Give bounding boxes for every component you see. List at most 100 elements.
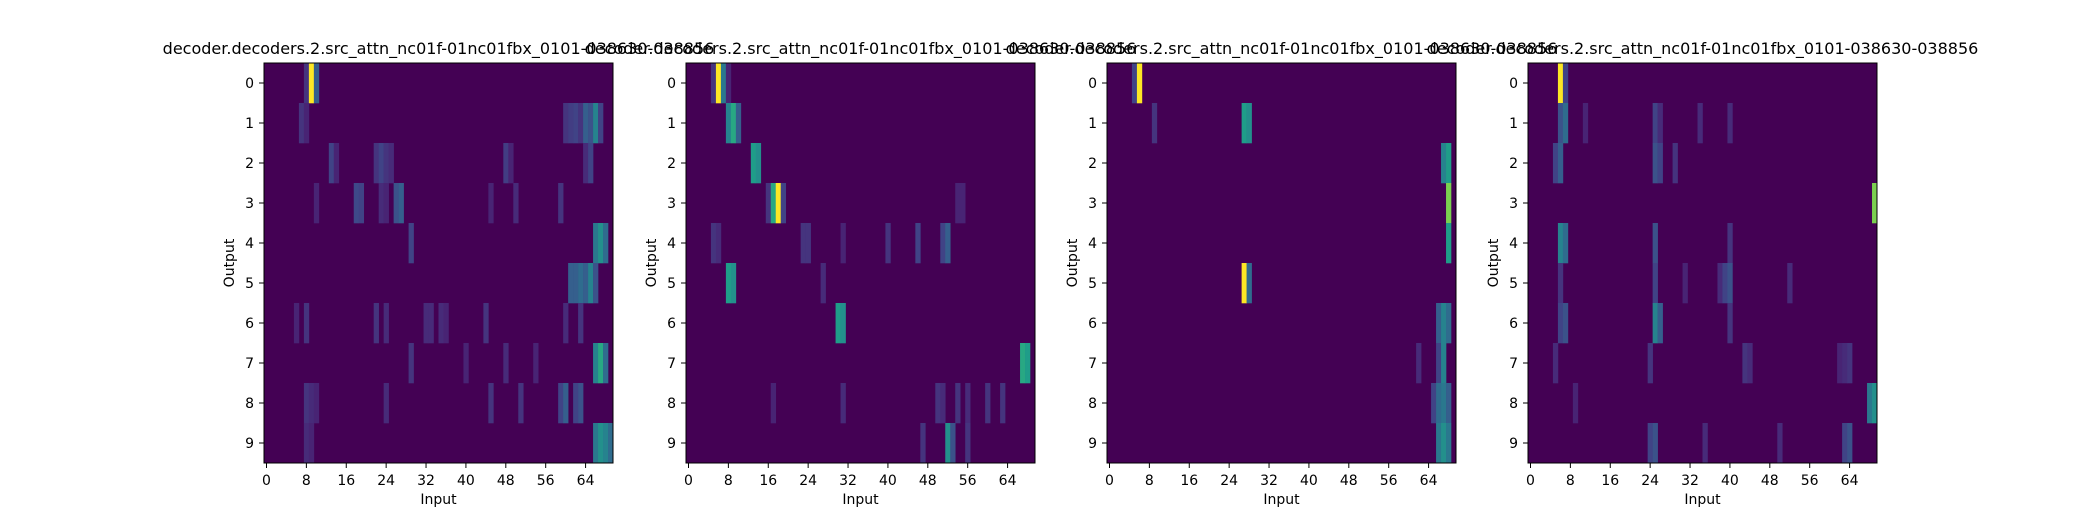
x-tick-label: 48: [497, 473, 515, 489]
y-tick-label: 4: [245, 236, 254, 252]
x-tick-label: 32: [1260, 473, 1278, 489]
x-tick-label: 24: [1641, 473, 1659, 489]
y-axis-label: Output: [1065, 238, 1081, 287]
heatmap-cell: [408, 223, 414, 264]
heatmap-cell: [378, 143, 384, 184]
heatmap-cell: [1000, 383, 1006, 424]
x-tick-label: 32: [839, 473, 857, 489]
heatmap-cell: [1657, 143, 1663, 184]
heatmap-cell: [1562, 103, 1569, 144]
heatmap-cell: [835, 303, 841, 344]
heatmap-cell: [1446, 223, 1452, 264]
heatmap-cell: [423, 303, 429, 344]
heatmap-cell: [573, 383, 579, 424]
y-tick-label: 8: [1509, 396, 1518, 412]
heatmap-cell: [1747, 343, 1753, 384]
chart-title: decoder.decoders.2.src_attn_nc01f-01nc01…: [585, 39, 1137, 59]
heatmap-cell: [313, 383, 320, 424]
heatmap-cell: [598, 103, 604, 144]
plot-frame: [685, 62, 1036, 464]
heatmap-cell: [730, 103, 737, 144]
heatmap-cell: [583, 263, 589, 304]
heatmap-cell: [945, 223, 951, 264]
y-tick-label: 4: [1509, 236, 1518, 252]
x-axis-label: Input: [420, 492, 457, 508]
heatmap-panel-4: decoder.decoders.2.src_attn_nc01f-01nc01…: [1427, 39, 1979, 508]
heatmap-cell: [1657, 103, 1663, 144]
heatmap-cell: [935, 383, 941, 424]
heatmap-cell: [313, 63, 320, 104]
x-tick-label: 56: [537, 473, 555, 489]
heatmap-panel-1: decoder.decoders.2.src_attn_nc01f-01nc01…: [163, 39, 715, 508]
heatmap-cell: [775, 183, 782, 224]
heatmap-cell: [313, 183, 320, 224]
heatmap-panel-3: decoder.decoders.2.src_attn_nc01f-01nc01…: [1006, 39, 1558, 508]
y-tick-label: 1: [1509, 116, 1518, 132]
heatmap-cell: [720, 63, 727, 104]
heatmap-cell: [1842, 343, 1848, 384]
y-tick-label: 5: [1088, 276, 1097, 292]
y-tick-label: 0: [667, 76, 676, 92]
heatmap-cell: [1436, 343, 1442, 384]
heatmap-cell: [398, 183, 404, 224]
y-tick-label: 3: [245, 196, 254, 212]
heatmap-cell: [1872, 183, 1878, 224]
heatmap-cell: [1441, 303, 1447, 344]
heatmap-cell: [583, 103, 589, 144]
x-axis-label: Input: [1263, 492, 1300, 508]
x-tick-label: 56: [1801, 473, 1819, 489]
x-axis-label: Input: [1684, 492, 1721, 508]
heatmap-cell: [408, 343, 414, 384]
heatmap-cell: [1727, 103, 1733, 144]
heatmap-background: [1107, 63, 1456, 463]
heatmap-cell: [1446, 143, 1452, 184]
heatmap-cell: [593, 263, 599, 304]
heatmap-cell: [1697, 103, 1703, 144]
heatmap-cell: [1552, 343, 1559, 384]
y-tick-label: 5: [245, 276, 254, 292]
x-tick-label: 0: [684, 473, 693, 489]
y-tick-label: 5: [667, 276, 676, 292]
heatmap-cell: [735, 103, 742, 144]
heatmap-cell: [558, 183, 564, 224]
heatmap-cell: [730, 263, 737, 304]
y-tick-label: 3: [1509, 196, 1518, 212]
heatmap-cell: [1151, 103, 1158, 144]
y-axis-label: Output: [1486, 238, 1502, 287]
heatmap-cell: [1557, 63, 1564, 104]
heatmap-cell: [1652, 263, 1658, 304]
heatmap-cell: [483, 303, 489, 344]
heatmap-cell: [573, 263, 579, 304]
heatmap-cell: [503, 343, 509, 384]
heatmap-cell: [603, 423, 609, 464]
heatmap-cell: [1652, 423, 1658, 464]
heatmap-cell: [303, 423, 310, 464]
heatmap-cell: [725, 103, 732, 144]
heatmap-cell: [1131, 63, 1138, 104]
heatmap-cell: [588, 103, 594, 144]
x-tick-label: 8: [1145, 473, 1154, 489]
heatmap-cell: [1657, 303, 1663, 344]
heatmap-cell: [955, 183, 961, 224]
heatmap-panel-2: decoder.decoders.2.src_attn_nc01f-01nc01…: [585, 39, 1137, 508]
heatmap-cell: [1246, 263, 1252, 304]
heatmap-cell: [1557, 263, 1564, 304]
y-tick-label: 5: [1509, 276, 1518, 292]
heatmap-cell: [920, 423, 926, 464]
chart-title: decoder.decoders.2.src_attn_nc01f-01nc01…: [1427, 39, 1979, 59]
heatmap-cell: [303, 303, 310, 344]
heatmap-cell: [1441, 343, 1447, 384]
heatmap-cell: [1446, 183, 1452, 224]
heatmap-cell: [820, 263, 826, 304]
heatmap-cell: [1727, 263, 1733, 304]
y-tick-label: 6: [245, 316, 254, 332]
y-tick-label: 0: [245, 76, 254, 92]
y-tick-label: 0: [1088, 76, 1097, 92]
y-tick-label: 3: [667, 196, 676, 212]
heatmap-cell: [755, 143, 762, 184]
x-tick-label: 64: [1841, 473, 1859, 489]
heatmap-cell: [563, 103, 569, 144]
heatmap-cell: [1136, 63, 1143, 104]
y-tick-label: 4: [667, 236, 676, 252]
heatmap-cell: [1441, 423, 1447, 464]
